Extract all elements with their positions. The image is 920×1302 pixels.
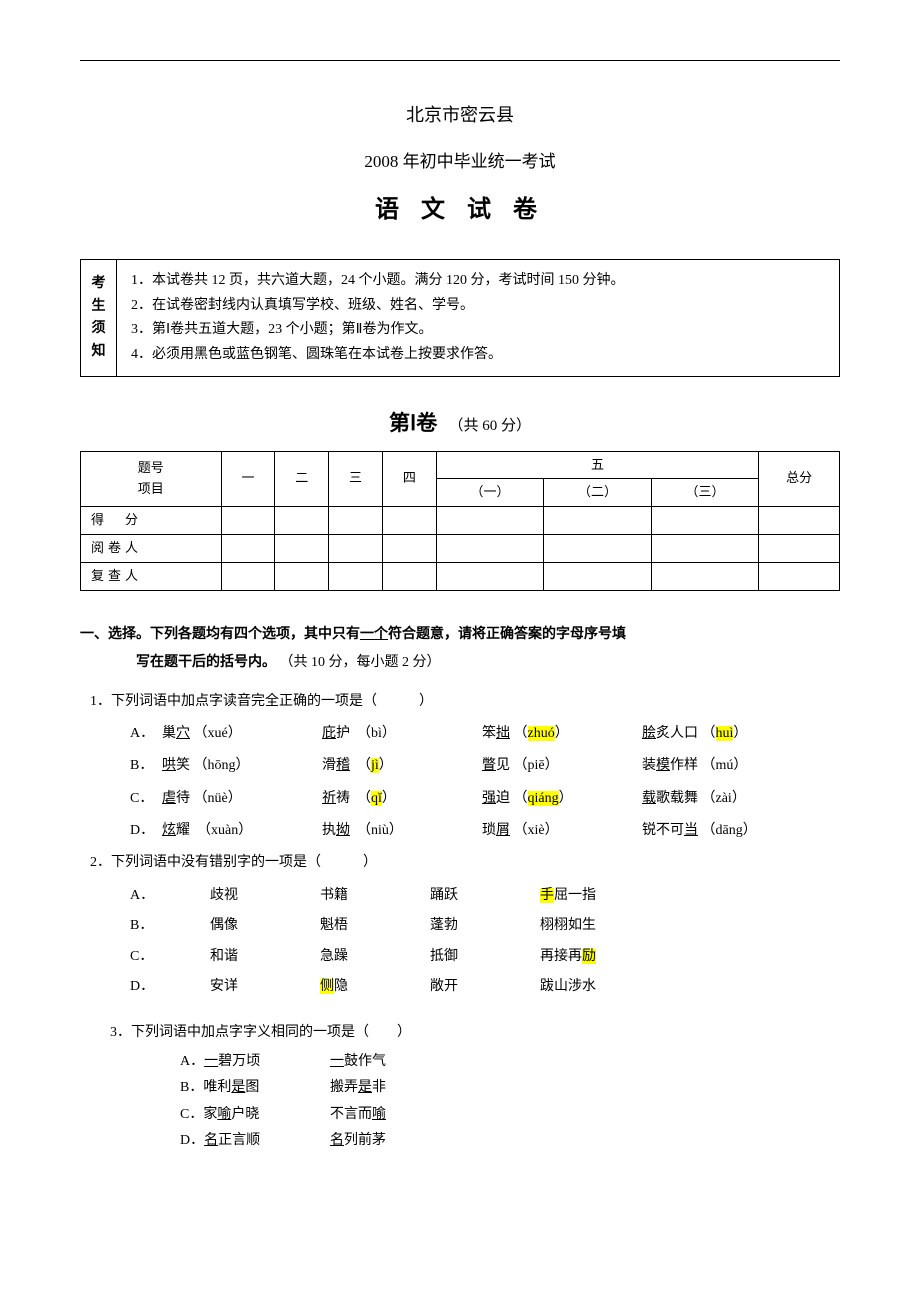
- header-location: 北京市密云县: [80, 101, 840, 130]
- q2-stem: 2．下列词语中没有错别字的一项是（ ）: [90, 852, 840, 874]
- col-2: 二: [275, 451, 329, 507]
- table-row: 阅卷人: [81, 534, 840, 562]
- col-5-group: 五: [436, 451, 759, 479]
- q1-option-b: B． 哄笑 （hōng） 滑稽 （jì） 瞥见 （piē） 装模作样 （mú）: [130, 755, 840, 777]
- col-total: 总分: [759, 451, 840, 507]
- table-row: 得 分: [81, 507, 840, 535]
- examinee-notice: 考 生 须 知 1．本试卷共 12 页，共六道大题，24 个小题。满分 120 …: [80, 259, 840, 377]
- notice-item: 4．必须用黑色或蓝色钢笔、圆珠笔在本试卷上按要求作答。: [131, 344, 825, 366]
- section-1-header: 第Ⅰ卷 （共 60 分）: [80, 407, 840, 441]
- top-rule: [80, 60, 840, 61]
- table-row: 复查人: [81, 562, 840, 590]
- q3-stem: 3．下列词语中加点字字义相同的一项是（ ）: [110, 1022, 840, 1044]
- header-subject: 语 文 试 卷: [80, 191, 840, 229]
- section-1-subtitle: （共 60 分）: [456, 418, 531, 434]
- col-1: 一: [221, 451, 275, 507]
- part1-heading: 一、选择。下列各题均有四个选项，其中只有一个符合题意，请将正确答案的字母序号填 …: [80, 621, 840, 677]
- row-grader: 阅卷人: [81, 534, 222, 562]
- exam-header: 北京市密云县 2008 年初中毕业统一考试 语 文 试 卷: [80, 101, 840, 229]
- col-3: 三: [329, 451, 383, 507]
- score-header-left: 题号 项目: [81, 451, 222, 507]
- notice-item: 3．第Ⅰ卷共五道大题，23 个小题；第Ⅱ卷为作文。: [131, 319, 825, 341]
- q1-option-d: D． 炫耀 （xuàn） 执拗 （niù） 琐屑 （xiè） 锐不可当 （dān…: [130, 820, 840, 842]
- table-row: 题号 项目 一 二 三 四 五 总分: [81, 451, 840, 479]
- question-3: 3．下列词语中加点字字义相同的一项是（ ） A．一碧万顷 一鼓作气 B．唯利是图…: [110, 1022, 840, 1152]
- q1-option-c: C． 虐待 （nüè） 祈祷 （qǐ） 强迫 （qiáng） 载歌载舞 （zài…: [130, 788, 840, 810]
- header-exam-title: 2008 年初中毕业统一考试: [80, 148, 840, 175]
- notice-label: 考 生 须 知: [81, 260, 117, 376]
- score-table: 题号 项目 一 二 三 四 五 总分 （一） （二） （三） 得 分 阅卷人 复…: [80, 451, 840, 591]
- col-5-2: （二）: [544, 479, 652, 507]
- notice-item: 2．在试卷密封线内认真填写学校、班级、姓名、学号。: [131, 295, 825, 317]
- q3-option-a: A．一碧万顷 一鼓作气: [180, 1051, 840, 1073]
- q3-option-c: C．家喻户晓 不言而喻: [180, 1104, 840, 1126]
- col-5-3: （三）: [651, 479, 759, 507]
- q3-option-b: B．唯利是图 搬弄是非: [180, 1077, 840, 1099]
- row-reviewer: 复查人: [81, 562, 222, 590]
- col-5-1: （一）: [436, 479, 544, 507]
- q2-option-b: B． 偶像 魁梧 蓬勃 栩栩如生: [130, 915, 840, 937]
- q2-option-d: D． 安详 侧隐 敞开 跋山涉水: [130, 976, 840, 998]
- col-4: 四: [382, 451, 436, 507]
- notice-body: 1．本试卷共 12 页，共六道大题，24 个小题。满分 120 分，考试时间 1…: [117, 260, 839, 376]
- question-1: 1．下列词语中加点字读音完全正确的一项是（ ） A． 巢穴 （xué） 庇护 （…: [90, 691, 840, 843]
- q2-option-a: A． 歧视 书籍 踊跃 手屈一指: [130, 885, 840, 907]
- q1-stem: 1．下列词语中加点字读音完全正确的一项是（ ）: [90, 691, 840, 713]
- q3-option-d: D．名正言顺 名列前茅: [180, 1130, 840, 1152]
- q2-option-c: C． 和谐 急躁 抵御 再接再励: [130, 946, 840, 968]
- row-score: 得 分: [81, 507, 222, 535]
- q1-option-a: A． 巢穴 （xué） 庇护 （bì） 笨拙 （zhuó） 脍炙人口 （huì）: [130, 723, 840, 745]
- notice-item: 1．本试卷共 12 页，共六道大题，24 个小题。满分 120 分，考试时间 1…: [131, 270, 825, 292]
- section-1-title: 第Ⅰ卷: [389, 411, 437, 435]
- question-2: 2．下列词语中没有错别字的一项是（ ） A． 歧视 书籍 踊跃 手屈一指 B． …: [90, 852, 840, 998]
